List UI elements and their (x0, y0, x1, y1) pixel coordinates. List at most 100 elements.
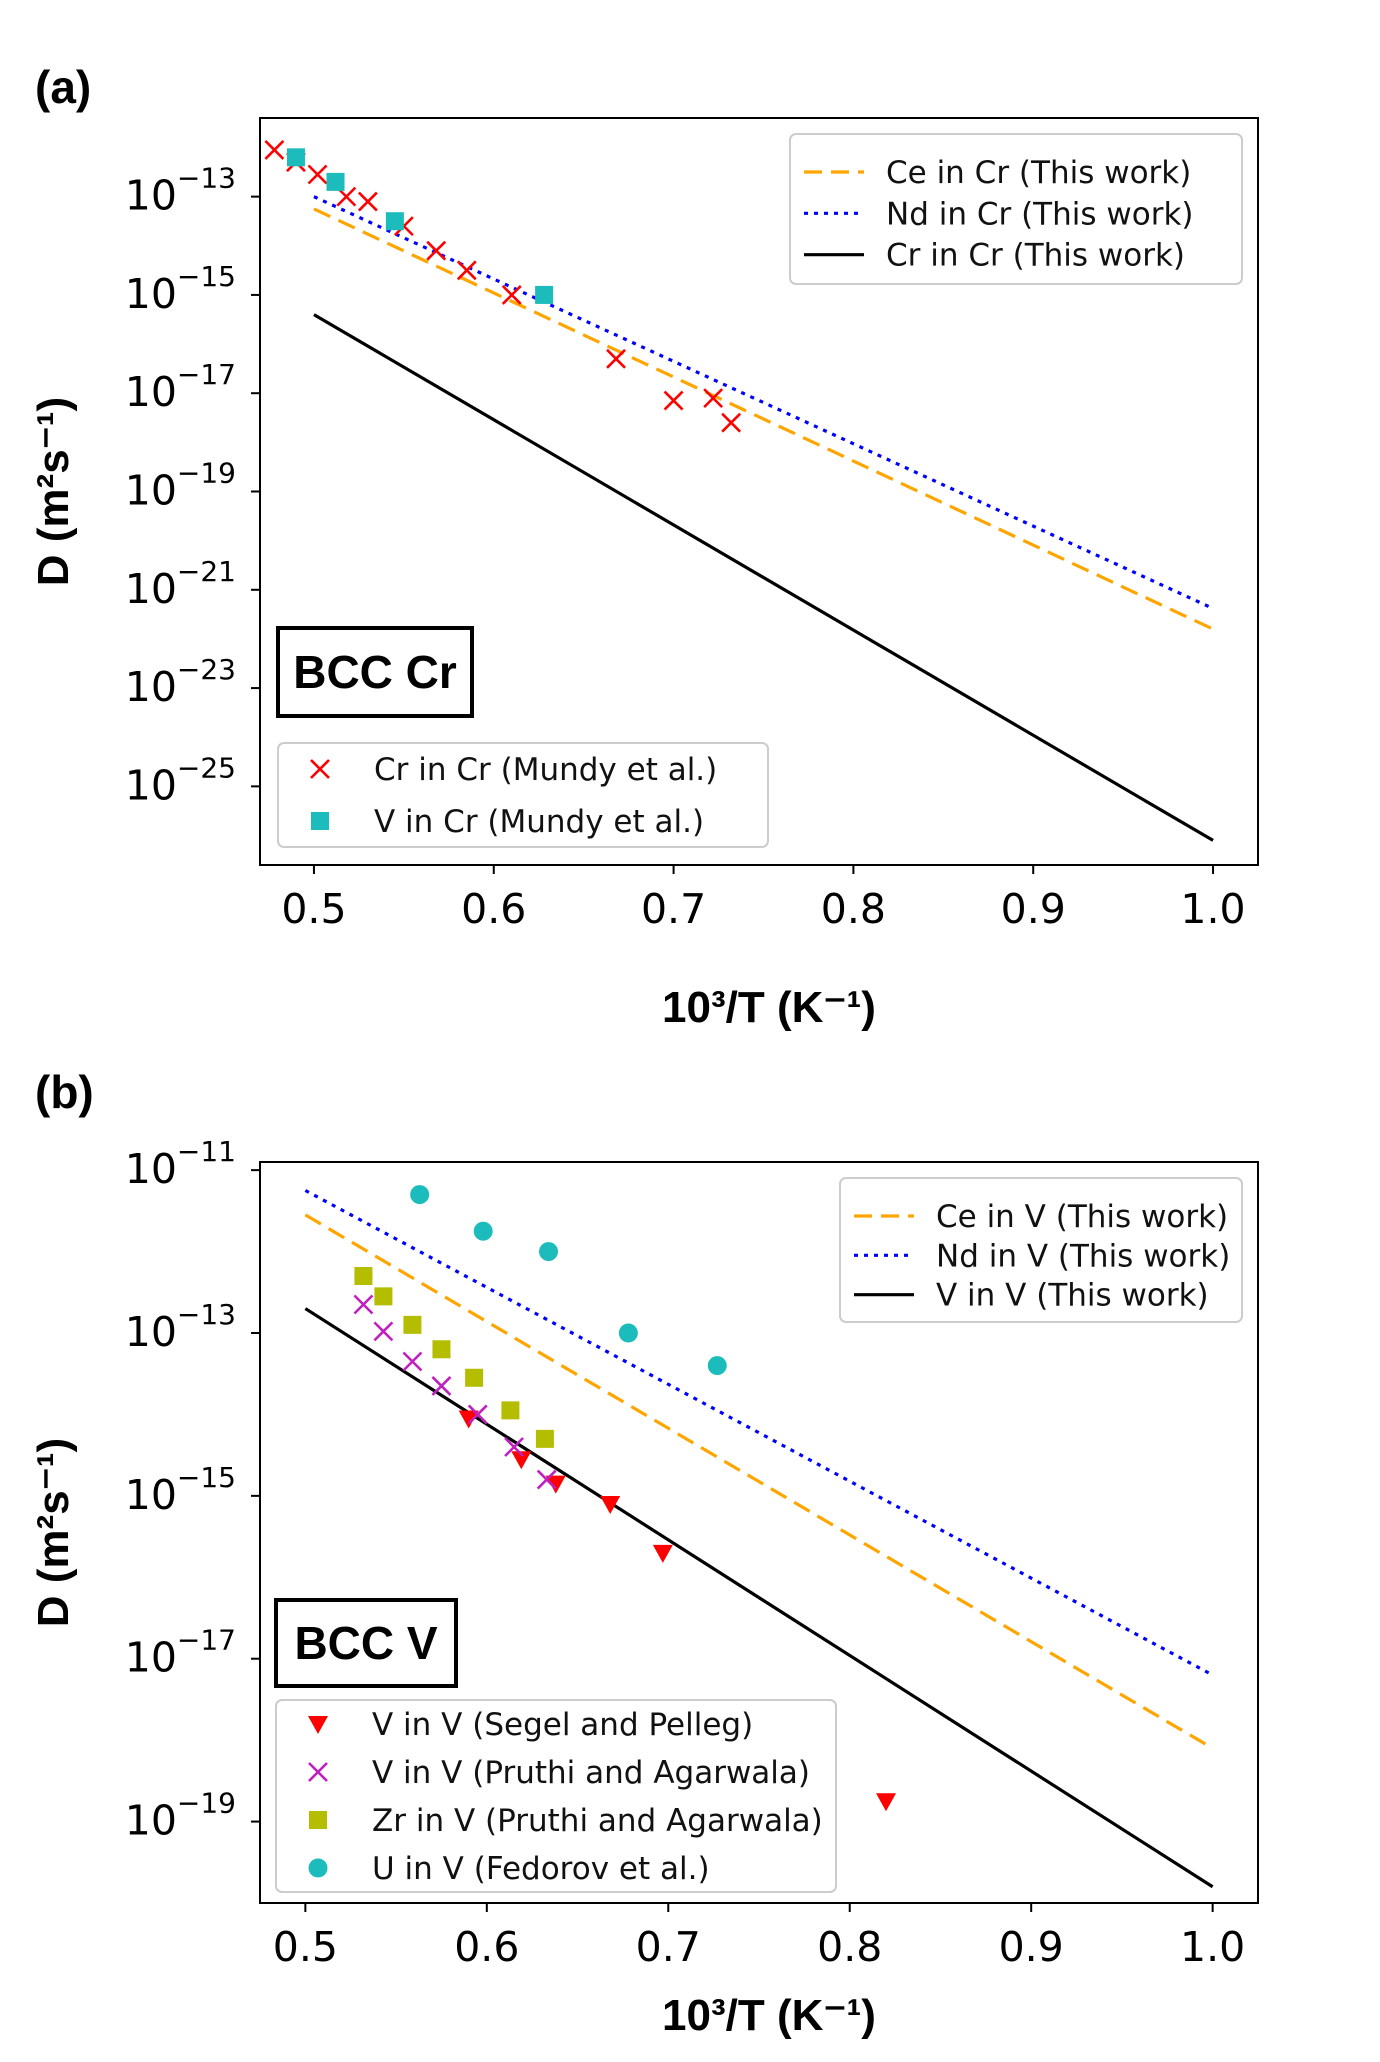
x-tick-label: 0.5 (273, 1923, 338, 1971)
scatter-series-4 (410, 1185, 727, 1376)
data-point (467, 1404, 488, 1425)
data-point (374, 1287, 393, 1306)
data-point (536, 1469, 557, 1490)
y-axis-label: D (m²s⁻¹) (29, 397, 78, 586)
x-tick-label: 0.8 (821, 885, 886, 933)
series-line-1 (304, 1213, 1214, 1750)
x-tick-label: 0.6 (461, 885, 526, 933)
data-point (535, 285, 554, 304)
x-tick-label: 0.5 (281, 885, 346, 933)
legend-marker (310, 759, 330, 779)
legend-entry: V in V (Segel and Pelleg) (372, 1707, 753, 1743)
series-line-3 (313, 313, 1214, 842)
y-tick-label: 10−21 (125, 555, 236, 613)
x-tick-label: 0.9 (1001, 885, 1066, 933)
data-point (876, 1793, 897, 1812)
legend-marker (308, 1858, 328, 1878)
data-point (426, 240, 447, 261)
data-point (535, 1429, 554, 1448)
y-tick-label: 10−11 (125, 1135, 236, 1193)
scatter-series-1 (458, 1410, 897, 1812)
material-label: BCC V (274, 1598, 458, 1688)
legend-marker (311, 812, 329, 830)
data-point (357, 191, 378, 212)
legend-box (839, 1177, 1243, 1323)
chart-panel-b: (b) 0.5 0.6 0.7 0.8 0.9 1.0 10−11 10−13 10−15 10−1… (29, 1066, 1259, 2040)
data-point (456, 260, 477, 281)
chart-panel-a: (a) 0.5 0.6 0.7 0.8 0.9 1.0 10−13 10−15 10−17 10−1… (29, 61, 1259, 1032)
legend-box (789, 133, 1243, 285)
y-tick-label: 10−23 (125, 653, 236, 711)
data-point (465, 1368, 484, 1387)
x-tick-label: 0.8 (817, 1923, 882, 1971)
data-point (539, 1242, 559, 1262)
scatter-series-2 (286, 148, 554, 304)
series-line-3 (304, 1307, 1214, 1889)
x-axis-label: 10³/T (K⁻¹) (662, 1991, 876, 2040)
series-line-2 (304, 1189, 1214, 1677)
data-point (307, 164, 328, 185)
data-point (432, 1340, 451, 1359)
x-tick-label: 1.0 (1180, 885, 1245, 933)
data-point (373, 1321, 394, 1342)
data-point (286, 148, 305, 167)
legend-entry: Nd in Cr (This work) (886, 196, 1194, 232)
data-point (663, 390, 684, 411)
plot-frame (259, 1161, 1259, 1904)
data-point (354, 1267, 373, 1285)
legend-lines: Ce in V (This work)Nd in V (This work) V … (839, 1177, 1243, 1323)
legend-markers: Cr in Cr (Mundy et al.) V in Cr (Mundy et… (277, 742, 769, 848)
legend-markers: V in V (Segel and Pelleg) V in V (Pruthi … (275, 1699, 837, 1893)
data-point (353, 1294, 374, 1315)
x-tick-label: 0.9 (999, 1923, 1064, 1971)
scatter-series-2 (353, 1294, 557, 1490)
legend-entry: V in V (This work) (936, 1278, 1209, 1314)
legend-entry: Nd in V (This work) (936, 1238, 1230, 1274)
x-tick-label: 0.7 (641, 885, 706, 933)
legend-entry: Cr in Cr (Mundy et al.) (374, 752, 717, 788)
y-tick-label: 10−19 (125, 457, 236, 515)
legend-entry: V in V (Pruthi and Agarwala) (372, 1755, 810, 1791)
data-point (501, 285, 522, 305)
data-point (618, 1323, 638, 1343)
data-point (600, 1496, 621, 1514)
y-tick-label: 10−19 (125, 1787, 236, 1845)
x-axis-label: 10³/T (K⁻¹) (662, 983, 876, 1032)
y-tick-label: 10−13 (125, 1298, 236, 1356)
legend-box (275, 1699, 837, 1893)
data-point (264, 140, 285, 160)
data-point (326, 172, 345, 191)
data-point (703, 388, 724, 409)
legend-marker (308, 1762, 328, 1782)
data-point (721, 412, 742, 433)
data-point (410, 1185, 430, 1205)
data-point (504, 1437, 524, 1457)
material-label-text: BCC Cr (293, 646, 457, 698)
y-tick-label: 10−15 (125, 260, 236, 318)
x-tick-label: 1.0 (1180, 1923, 1245, 1971)
legend-lines: Ce in Cr (This work) Nd in Cr (This work)… (789, 133, 1243, 285)
data-point (511, 1451, 532, 1470)
y-tick-label: 10−15 (125, 1461, 236, 1519)
panel-label: (b) (35, 1066, 94, 1118)
data-point (606, 348, 626, 369)
legend-entry: Zr in V (Pruthi and Agarwala) (372, 1803, 823, 1839)
y-axis-label: D (m²s⁻¹) (29, 1438, 78, 1627)
material-label-box (276, 626, 474, 718)
data-point (458, 1410, 479, 1429)
legend-box (277, 742, 769, 848)
legend-entry: U in V (Fedorov et al.) (372, 1851, 710, 1887)
data-point (501, 1401, 520, 1420)
y-tick-label: 10−17 (125, 1624, 236, 1682)
y-tick-label: 10−25 (125, 751, 236, 809)
material-label-text: BCC V (294, 1617, 437, 1669)
series-line-1 (313, 207, 1214, 631)
material-label: BCC Cr (276, 626, 474, 718)
y-tick-label: 10−13 (125, 162, 236, 220)
data-point (707, 1356, 727, 1376)
legend-entry: Cr in Cr (This work) (886, 238, 1185, 274)
panel-label: (a) (35, 61, 91, 113)
x-tick-label: 0.6 (454, 1923, 519, 1971)
legend-entry: Ce in Cr (This work) (886, 155, 1191, 191)
data-point (402, 1351, 423, 1372)
